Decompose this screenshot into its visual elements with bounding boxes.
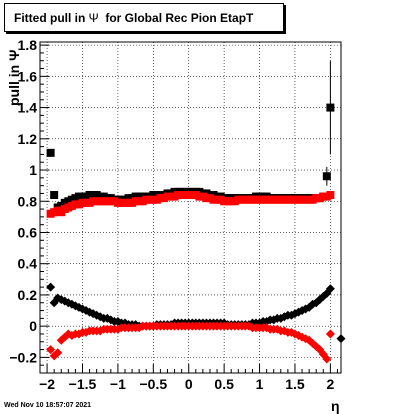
y-tick-label: 0.4 — [18, 256, 38, 272]
y-tick-label: 1.2 — [18, 131, 38, 147]
data-point-square — [50, 191, 59, 200]
data-point-diamond — [46, 345, 56, 355]
data-point-diamond — [325, 329, 335, 339]
data-point-square — [326, 103, 335, 112]
data-point-diamond — [322, 354, 332, 364]
chart-title: Fitted pull in Ψ for Global Rec Pion Eta… — [4, 3, 284, 32]
data-point-square — [46, 148, 55, 157]
y-tick-label: 1.8 — [18, 37, 38, 53]
series-3 — [46, 321, 335, 364]
x-tick-label: −0.5 — [139, 376, 167, 392]
x-tick-label: 1 — [256, 376, 264, 392]
x-tick-label: −1 — [110, 376, 126, 392]
y-tick-label: 1 — [29, 162, 37, 178]
data-point-diamond — [46, 282, 56, 292]
series-0 — [46, 60, 335, 212]
x-tick-label: 1.5 — [285, 376, 305, 392]
x-tick-label: 2 — [326, 376, 334, 392]
x-tick-label: 0 — [185, 376, 193, 392]
y-tick-label: 0.2 — [18, 287, 38, 303]
data-point-square — [322, 172, 331, 181]
y-axis-title: pull in Ψ — [6, 50, 22, 106]
y-tick-label: 1.6 — [18, 68, 38, 84]
x-tick-label: −1.5 — [69, 376, 97, 392]
psi-symbol: Ψ — [88, 10, 99, 25]
y-tick-label: −0.2 — [9, 349, 37, 365]
data-point-diamond — [325, 284, 335, 294]
chart-title-suffix: for Global Rec Pion EtapT — [98, 10, 254, 25]
x-axis-title: η — [331, 398, 340, 414]
timestamp-label: Wed Nov 10 18:57:07 2021 — [4, 402, 92, 409]
y-tick-label: 0.6 — [18, 224, 38, 240]
data-series-layer — [46, 60, 346, 364]
y-tick-label: 0.8 — [18, 193, 38, 209]
data-point-diamond — [53, 348, 63, 358]
chart-title-prefix: Fitted pull in — [14, 10, 89, 25]
axes-layer: −2 −1.5 −1 −0.5 0 0.5 1 1.5 2 −0.2 0 0.2 0.4 0.6 0.8 1 1… — [9, 37, 338, 392]
x-tick-label: −2 — [39, 376, 55, 392]
y-tick-label: 0 — [29, 318, 37, 334]
series-1 — [46, 191, 335, 218]
x-tick-label: 0.5 — [214, 376, 234, 392]
plot-frame — [39, 41, 342, 374]
y-tick-label: 1.4 — [18, 100, 38, 116]
data-point-square — [326, 191, 335, 200]
